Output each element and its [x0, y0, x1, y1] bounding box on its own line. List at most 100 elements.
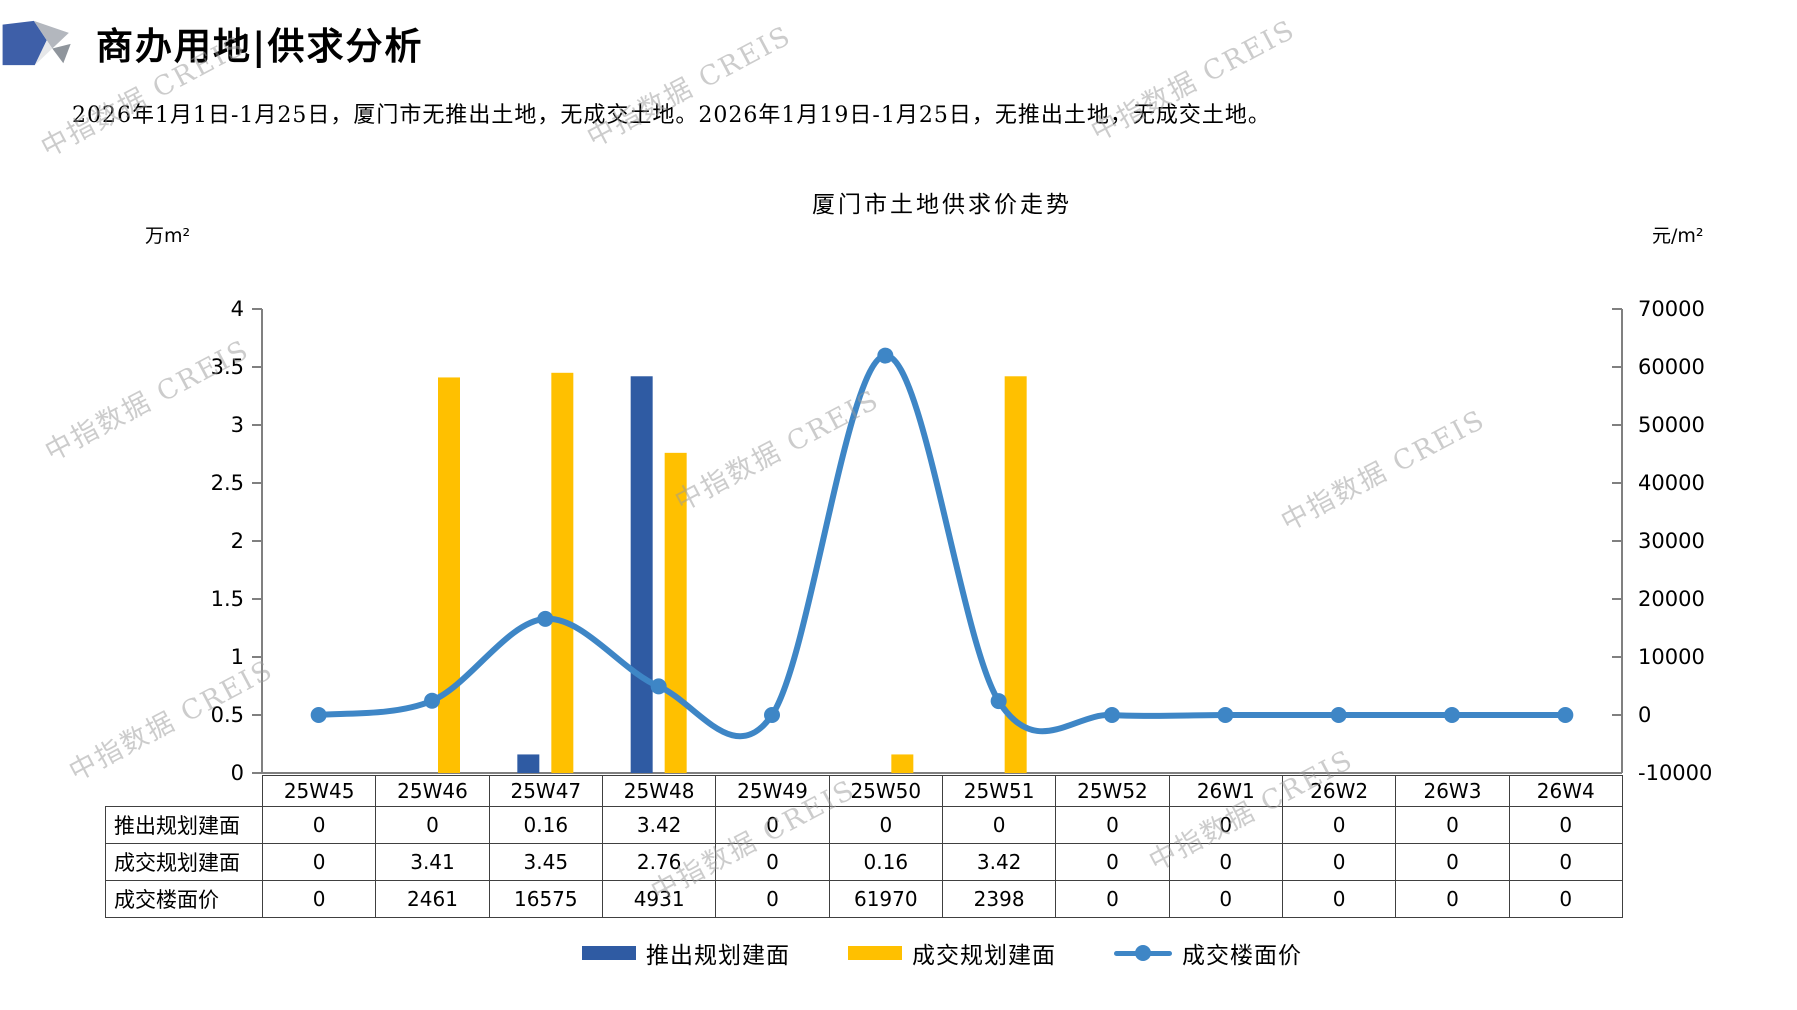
- bar-成交规划建面: [551, 372, 574, 773]
- value-cell: 0: [1508, 843, 1623, 881]
- chart-legend: 推出规划建面 成交规划建面 成交楼面价: [262, 936, 1622, 970]
- week-header-cell: 25W45: [261, 775, 377, 807]
- table-row: 成交规划建面 0 3.41 3.45 2.76 0 0.16 3.42 0 0 0 0 0: [105, 843, 1623, 881]
- right-axis-tick-label: 20000: [1638, 587, 1705, 611]
- week-header-cell: 26W4: [1508, 775, 1623, 807]
- chart-data-table: 25W45 25W46 25W47 25W48 25W49 25W50 25W51 25W52…: [105, 775, 1623, 918]
- value-cell: 0: [1281, 843, 1397, 881]
- price-line-marker: [424, 692, 440, 709]
- price-line-marker: [1330, 707, 1347, 723]
- value-cell: 2461: [375, 880, 490, 918]
- price-line-marker: [877, 347, 894, 364]
- value-cell: 0: [715, 880, 830, 918]
- price-line-marker: [1444, 707, 1460, 723]
- left-axis-tick-label: 1: [231, 645, 244, 669]
- week-header-cell: 25W46: [375, 775, 490, 807]
- creis-logo-icon: [2, 20, 71, 66]
- price-line-marker: [310, 707, 327, 723]
- value-cell: 3.42: [601, 806, 717, 844]
- value-cell: 0: [941, 806, 1057, 844]
- value-cell: 4931: [601, 880, 717, 918]
- value-cell: 0: [261, 880, 377, 918]
- value-cell: 0: [1168, 843, 1283, 881]
- left-axis-tick-label: 0.5: [211, 703, 244, 727]
- right-axis-tick-label: 50000: [1638, 413, 1705, 437]
- value-cell: 0: [715, 843, 830, 881]
- value-cell: 3.45: [488, 843, 603, 881]
- legend-label: 成交楼面价: [1182, 943, 1302, 969]
- summary-text: 2026年1月1日-1月25日，厦门市无推出土地，无成交土地。2026年1月19…: [72, 103, 1271, 128]
- legend-item: 推出规划建面: [582, 936, 790, 970]
- legend-bar-swatch-icon: [582, 946, 636, 960]
- legend-item: 成交规划建面: [848, 936, 1056, 970]
- row-label-cell: 推出规划建面: [105, 806, 263, 844]
- table-row: 推出规划建面 0 0 0.16 3.42 0 0 0 0 0 0 0 0: [105, 806, 1623, 844]
- bar-成交规划建面: [438, 377, 460, 773]
- week-header-cell: 25W49: [715, 775, 830, 807]
- value-cell: 0: [375, 806, 490, 844]
- legend-item: 成交楼面价: [1114, 936, 1302, 970]
- week-header-cell: 25W51: [941, 775, 1057, 807]
- row-label-cell: 成交楼面价: [105, 880, 263, 918]
- bar-成交规划建面: [1004, 376, 1027, 773]
- page-title: 商办用地|供求分析: [96, 24, 424, 68]
- chart-title: 厦门市土地供求价走势: [812, 192, 1072, 218]
- value-cell: 61970: [828, 880, 943, 918]
- value-cell: 0: [1281, 806, 1397, 844]
- price-line-marker: [990, 693, 1007, 710]
- week-header-cell: 25W47: [488, 775, 603, 807]
- right-axis-tick-label: 60000: [1638, 355, 1705, 379]
- right-axis-tick-label: 70000: [1638, 297, 1705, 321]
- price-line-marker: [1557, 707, 1574, 723]
- price-line-marker: [537, 610, 554, 627]
- bar-推出规划建面: [630, 376, 653, 773]
- value-cell: 0: [1508, 806, 1623, 844]
- value-cell: 0: [1395, 806, 1510, 844]
- price-line: [315, 352, 1569, 740]
- value-cell: 0: [1395, 843, 1510, 881]
- left-axis-tick-label: 2: [231, 529, 244, 553]
- price-line-marker: [1104, 707, 1120, 723]
- price-line-marker: [764, 707, 780, 723]
- value-cell: 0: [1508, 880, 1623, 918]
- row-label-cell: 成交规划建面: [105, 843, 263, 881]
- left-axis-tick-label: 0: [231, 761, 244, 785]
- right-axis-tick-label: 30000: [1638, 529, 1705, 553]
- value-cell: 0.16: [488, 806, 603, 844]
- value-cell: 0.16: [828, 843, 943, 881]
- right-axis-tick-label: 0: [1638, 703, 1651, 727]
- week-header-cell: 26W3: [1395, 775, 1510, 807]
- right-axis-tick-label: -10000: [1638, 761, 1712, 785]
- week-header-cell: 25W50: [828, 775, 943, 807]
- value-cell: 0: [1395, 880, 1510, 918]
- value-cell: 0: [1281, 880, 1397, 918]
- value-cell: 0: [715, 806, 830, 844]
- left-axis-tick-label: 1.5: [211, 587, 244, 611]
- value-cell: 3.42: [941, 843, 1057, 881]
- legend-line-swatch-icon: [1114, 945, 1172, 961]
- price-line-marker: [1217, 707, 1234, 723]
- legend-dot-icon: [1135, 945, 1151, 961]
- value-cell: 16575: [488, 880, 603, 918]
- value-cell: 0: [1055, 880, 1170, 918]
- right-axis-unit: 元/m²: [1652, 225, 1704, 247]
- left-axis-tick-label: 3: [231, 413, 244, 437]
- left-axis-tick-label: 2.5: [211, 471, 244, 495]
- right-axis-tick-label: 40000: [1638, 471, 1705, 495]
- table-row: 成交楼面价 0 2461 16575 4931 0 61970 2398 0 0 0 0 0: [105, 880, 1623, 918]
- week-header-cell: 26W2: [1281, 775, 1397, 807]
- bar-推出规划建面: [517, 754, 540, 773]
- right-axis-tick-label: 10000: [1638, 645, 1705, 669]
- value-cell: 2398: [941, 880, 1057, 918]
- left-axis-tick-label: 4: [231, 297, 244, 321]
- table-corner-cell: [106, 776, 263, 807]
- table-header-row: 25W45 25W46 25W47 25W48 25W49 25W50 25W51 25W52…: [106, 775, 1623, 807]
- left-axis-unit: 万m²: [145, 225, 191, 247]
- legend-label: 推出规划建面: [646, 943, 790, 969]
- legend-label: 成交规划建面: [912, 943, 1056, 969]
- week-header-cell: 25W48: [601, 775, 717, 807]
- value-cell: 0: [1168, 880, 1283, 918]
- value-cell: 0: [261, 806, 377, 844]
